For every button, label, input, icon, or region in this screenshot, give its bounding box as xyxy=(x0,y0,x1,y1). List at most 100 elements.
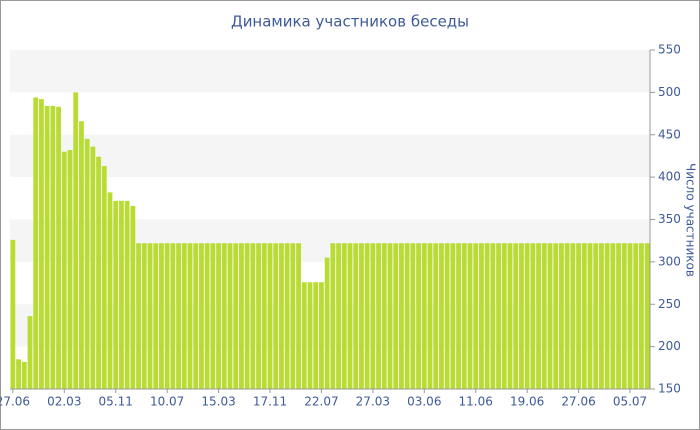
bar xyxy=(519,243,524,389)
bar xyxy=(627,243,633,389)
bar xyxy=(564,243,570,389)
chart-title: Динамика участников беседы xyxy=(231,13,469,31)
bar xyxy=(370,243,376,389)
bar xyxy=(353,243,359,389)
x-tick-label: 03.06 xyxy=(407,395,441,409)
x-tick-label: 19.06 xyxy=(510,395,544,409)
bar xyxy=(56,106,61,389)
bar xyxy=(553,243,559,389)
x-tick-label: 15.03 xyxy=(201,395,235,409)
x-tick-label: 05.11 xyxy=(99,395,133,409)
bar xyxy=(113,200,119,389)
bar xyxy=(479,243,484,389)
bar xyxy=(587,243,593,389)
bar xyxy=(501,243,507,389)
bar xyxy=(204,243,210,389)
bar xyxy=(67,150,73,389)
grid-band xyxy=(10,134,650,178)
bar xyxy=(130,205,136,389)
y-tick-label: 500 xyxy=(658,85,681,99)
bar xyxy=(50,105,56,389)
bar xyxy=(404,243,410,389)
bar xyxy=(279,243,284,389)
bar xyxy=(256,243,261,389)
bar xyxy=(216,243,221,389)
bar xyxy=(164,243,170,389)
bar xyxy=(159,243,164,389)
bar xyxy=(399,243,404,389)
bar xyxy=(507,243,513,389)
bar xyxy=(227,243,233,389)
bar xyxy=(273,243,279,389)
bar xyxy=(90,146,96,389)
bar xyxy=(639,243,644,389)
y-tick-label: 250 xyxy=(658,297,681,311)
y-tick-label: 200 xyxy=(658,339,681,353)
bar xyxy=(153,243,159,389)
x-tick-label: 27.03 xyxy=(356,395,390,409)
y-tick-label: 400 xyxy=(658,170,681,184)
bar xyxy=(444,243,450,389)
bar xyxy=(593,243,599,389)
bar xyxy=(599,243,604,389)
bar xyxy=(576,243,581,389)
bar xyxy=(524,243,530,389)
bar xyxy=(644,243,650,389)
bar xyxy=(181,243,187,389)
x-tick-label: 27.06 xyxy=(0,395,30,409)
bar xyxy=(347,243,353,389)
bar xyxy=(336,243,341,389)
x-tick-label: 10.07 xyxy=(150,395,184,409)
x-tick-label: 27.06 xyxy=(561,395,595,409)
bar xyxy=(61,151,67,389)
y-tick-label: 550 xyxy=(658,43,681,57)
bar xyxy=(141,243,147,389)
bar xyxy=(73,92,79,389)
bar xyxy=(513,243,519,389)
bar xyxy=(604,243,610,389)
bar xyxy=(44,105,50,389)
bar xyxy=(96,156,101,389)
bar xyxy=(484,243,490,389)
bar xyxy=(330,243,336,389)
bar xyxy=(547,243,553,389)
bar xyxy=(530,243,536,389)
bar xyxy=(473,243,479,389)
bar xyxy=(84,138,90,389)
x-tick-label: 02.03 xyxy=(47,395,81,409)
bar xyxy=(187,243,193,389)
bar xyxy=(376,243,381,389)
bar xyxy=(381,243,387,389)
bar xyxy=(27,316,33,389)
grid-band xyxy=(10,50,650,93)
bar xyxy=(581,243,587,389)
bar xyxy=(621,243,627,389)
bar xyxy=(233,243,239,389)
bar xyxy=(124,200,130,389)
bar xyxy=(267,243,273,389)
bar xyxy=(193,243,199,389)
bar xyxy=(313,282,319,389)
x-tick-label: 17.11 xyxy=(253,395,287,409)
bar xyxy=(79,121,84,389)
x-tick-label: 22.07 xyxy=(304,395,338,409)
bar xyxy=(261,243,267,389)
y-tick-label: 300 xyxy=(658,254,681,268)
bar xyxy=(421,243,427,389)
bar xyxy=(319,282,324,389)
bar xyxy=(119,200,124,389)
y-tick-label: 350 xyxy=(658,212,681,226)
bar xyxy=(101,166,107,389)
bar xyxy=(16,359,21,389)
bar xyxy=(393,243,399,389)
bar xyxy=(541,243,547,389)
bar xyxy=(10,239,16,389)
bar xyxy=(296,243,301,389)
bar xyxy=(559,243,564,389)
bar xyxy=(439,243,444,389)
bar xyxy=(250,243,256,389)
bar xyxy=(199,243,204,389)
bar xyxy=(21,361,27,389)
bar xyxy=(284,243,290,389)
